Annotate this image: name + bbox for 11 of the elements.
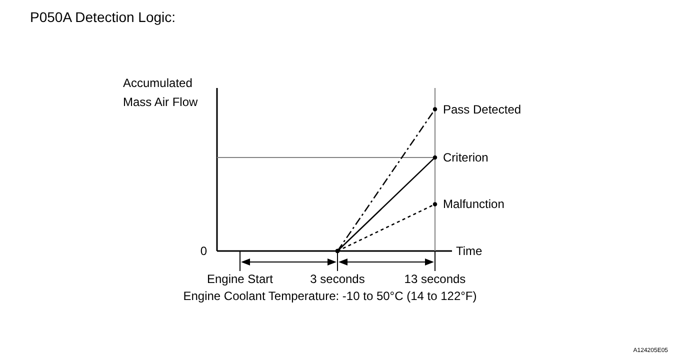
x-tick-label: 3 seconds <box>310 272 365 286</box>
x-tick-label: 13 seconds <box>404 272 466 286</box>
y-axis-title: Accumulated Mass Air Flow <box>123 76 198 109</box>
series-label: Pass Detected <box>443 102 522 116</box>
x-tick-label: Engine Start <box>206 272 274 286</box>
series-label: Criterion <box>443 150 488 164</box>
text: Engine Coolant Temperature: -10 to 50°C (14 to 122°F) <box>183 289 477 303</box>
x-axis-title: Time <box>456 244 483 258</box>
text: 0 <box>200 244 208 258</box>
text: P050A Detection Logic: <box>30 9 176 25</box>
series-label: Malfunction <box>443 197 504 212</box>
